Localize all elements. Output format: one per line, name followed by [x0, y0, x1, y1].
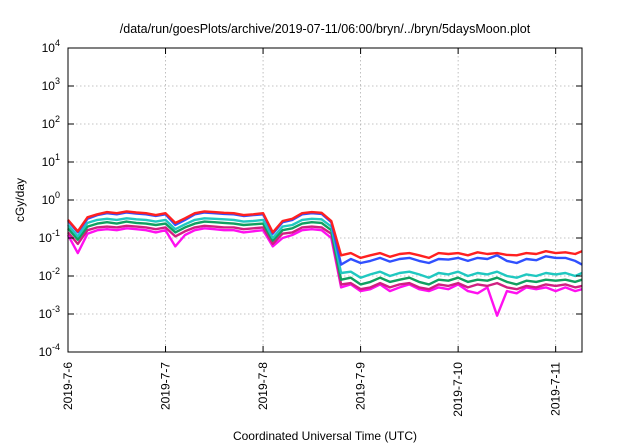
chart-title: /data/run/goesPlots/archive/2019-07-11/0… [120, 22, 531, 36]
x-tick-label: 2019-7-9 [354, 362, 368, 410]
y-tick-label: 104 [42, 38, 60, 55]
series-line [67, 224, 583, 291]
x-tick-label: 2019-7-7 [159, 362, 173, 410]
y-axis-label: cGy/day [13, 178, 27, 222]
y-tick-label: 103 [42, 76, 60, 93]
x-axis-label: Coordinated Universal Time (UTC) [233, 429, 417, 443]
grid [67, 47, 582, 353]
series-line [67, 210, 583, 260]
x-tick-label: 2019-7-10 [451, 362, 465, 417]
y-tick-label: 10-1 [39, 228, 60, 245]
y-tick-label: 10-3 [39, 304, 60, 321]
y-tick-label: 102 [42, 114, 60, 131]
series-line [67, 217, 583, 279]
axis-ticks: 10-4 10-3 10-2 10-1 100 101 102 103 104 2019-7-6 2… [39, 38, 582, 417]
x-tick-label: 2019-7-8 [256, 362, 270, 410]
series-line [67, 220, 583, 286]
series-group [66, 210, 583, 317]
y-tick-label: 100 [42, 190, 60, 207]
y-tick-label: 10-4 [39, 342, 60, 359]
x-tick-label: 2019-7-11 [549, 362, 563, 416]
x-tick-label: 2019-7-6 [61, 362, 75, 410]
series-line [66, 227, 583, 317]
y-tick-label: 10-2 [39, 266, 60, 283]
y-tick-label: 101 [42, 152, 60, 169]
